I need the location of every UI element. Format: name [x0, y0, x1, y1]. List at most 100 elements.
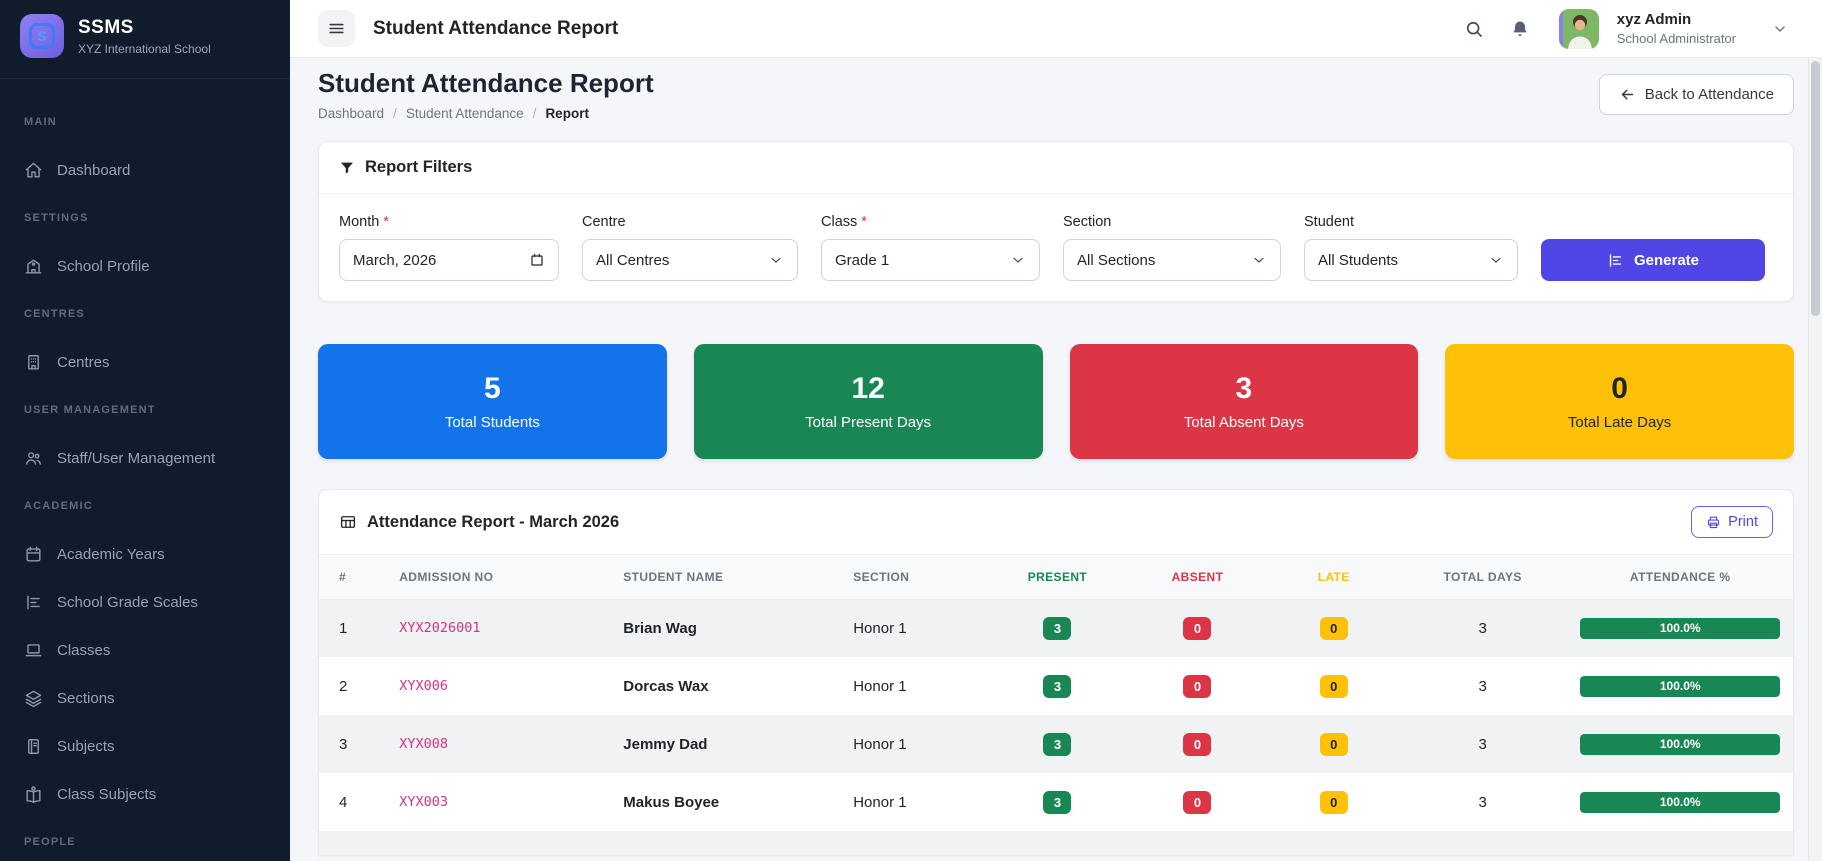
sidebar-item-class-subjects[interactable]: Class Subjects — [0, 770, 290, 818]
stat-value: 12 — [851, 372, 885, 405]
attendance-report-card: Attendance Report - March 2026 Print # A… — [318, 489, 1794, 856]
section-label-people: PEOPLE — [24, 836, 76, 848]
sidebar-item-subjects[interactable]: Subjects — [0, 722, 290, 770]
late-badge: 0 — [1319, 790, 1348, 814]
user-menu[interactable]: xyz Admin School Administrator — [1617, 11, 1736, 47]
open-book-icon — [26, 785, 41, 803]
filters-title: Report Filters — [365, 158, 473, 176]
student-name: Jemmy Dad — [623, 735, 708, 753]
stat-value: 0 — [1611, 372, 1628, 405]
section-field: Section All Sections — [1063, 214, 1281, 281]
col-present: PRESENT — [989, 555, 1126, 600]
row-index: 1 — [339, 619, 348, 637]
stat-total-present-days: 12 Total Present Days — [693, 344, 1043, 459]
filters-card-header: Report Filters — [319, 142, 1793, 194]
class-select[interactable]: Grade 1 — [821, 239, 1040, 281]
chevron-down-icon — [1254, 257, 1264, 263]
breadcrumb-link-dashboard[interactable]: Dashboard — [318, 106, 385, 121]
app-logo-icon: S — [20, 14, 64, 58]
breadcrumb-link-student-attendance[interactable]: Student Attendance — [405, 106, 524, 121]
col-total-days: TOTAL DAYS — [1397, 555, 1568, 600]
sidebar-item-school-profile[interactable]: School Profile — [0, 242, 290, 290]
attendance-bar: 100.0% — [1580, 733, 1781, 755]
book-icon — [28, 738, 39, 754]
row-index: 2 — [339, 677, 348, 695]
sidebar-item-staff-user-management[interactable]: Staff/User Management — [0, 434, 290, 482]
admission-no: XYX003 — [399, 794, 448, 810]
present-badge: 3 — [1043, 616, 1072, 640]
section-select[interactable]: All Sections — [1063, 239, 1281, 281]
search-icon — [1466, 21, 1482, 37]
user-name: xyz Admin — [1616, 10, 1692, 28]
brand[interactable]: S SSMS XYZ International School — [0, 0, 290, 70]
student-select[interactable]: All Students — [1304, 239, 1518, 281]
present-badge: 3 — [1043, 790, 1072, 814]
section-label-settings: SETTINGS — [24, 212, 89, 224]
user-menu-caret[interactable] — [1772, 21, 1788, 37]
stat-label: Total Students — [444, 414, 540, 431]
print-label: Print — [1728, 514, 1758, 530]
search-button[interactable] — [1455, 10, 1493, 48]
month-input[interactable]: March, 2026 — [339, 239, 559, 281]
sidebar-item-academic-years[interactable]: Academic Years — [0, 530, 290, 578]
attendance-bar-fill: 100.0% — [1580, 675, 1781, 697]
stat-label: Total Late Days — [1567, 414, 1672, 431]
arrow-left-icon — [1621, 89, 1633, 100]
back-button-label: Back to Attendance — [1644, 86, 1774, 103]
student-field: Student All Students — [1304, 214, 1518, 281]
sidebar-item-label: Class Subjects — [57, 785, 157, 803]
stat-label: Total Present Days — [805, 414, 932, 431]
col-admission-no: ADMISSION NO — [391, 555, 616, 600]
back-to-attendance-button[interactable]: Back to Attendance — [1598, 74, 1794, 115]
stat-total-late-days: 0 Total Late Days — [1445, 344, 1794, 459]
col-attendance-pct: ATTENDANCE % — [1567, 555, 1793, 600]
total-days: 3 — [1478, 793, 1487, 811]
scrollbar[interactable] — [1808, 58, 1822, 861]
attendance-bar: 100.0% — [1580, 617, 1781, 639]
breadcrumb: Dashboard / Student Attendance / Report — [318, 106, 654, 121]
sidebar-item-classes[interactable]: Classes — [0, 626, 290, 674]
bar-chart-icon — [27, 594, 40, 610]
sidebar-item-label: Dashboard — [57, 161, 131, 179]
total-days: 3 — [1478, 735, 1487, 753]
admission-no: XYX006 — [399, 678, 448, 694]
users-gear-icon — [26, 451, 41, 465]
breadcrumb-current: Report — [545, 106, 589, 121]
month-value: March, 2026 — [353, 251, 437, 269]
notifications-button[interactable] — [1501, 10, 1539, 48]
section-value: Honor 1 — [853, 793, 907, 811]
menu-toggle-button[interactable] — [318, 10, 355, 47]
page-content: Student Attendance Report Dashboard / St… — [290, 58, 1822, 861]
topbar-title: Student Attendance Report — [373, 17, 619, 39]
calendar-icon — [26, 546, 41, 562]
chevron-down-icon — [1775, 25, 1785, 32]
attendance-table: # ADMISSION NO STUDENT NAME SECTION PRES… — [319, 555, 1793, 855]
bell-icon — [1513, 21, 1527, 36]
centre-label: Centre — [582, 214, 626, 230]
absent-badge: 0 — [1183, 790, 1212, 814]
sidebar-item-sections[interactable]: Sections — [0, 674, 290, 722]
avatar-image — [1558, 8, 1599, 49]
generate-label: Generate — [1633, 251, 1700, 269]
col-absent: ABSENT — [1125, 555, 1270, 600]
col-student-name: STUDENT NAME — [615, 555, 846, 600]
chevron-down-icon — [771, 257, 781, 263]
attendance-bar-fill: 100.0% — [1580, 733, 1781, 755]
avatar[interactable] — [1558, 8, 1599, 49]
attendance-bar: 100.0% — [1580, 791, 1781, 813]
row-index: 4 — [339, 793, 348, 811]
sidebar-item-dashboard[interactable]: Dashboard — [0, 146, 290, 194]
section-label-user-management: USER MANAGEMENT — [24, 404, 156, 416]
sidebar-item-school-grade-scales[interactable]: School Grade Scales — [0, 578, 290, 626]
present-badge: 3 — [1043, 732, 1072, 756]
sidebar-item-centres[interactable]: Centres — [0, 338, 290, 386]
centre-field: Centre All Centres — [582, 214, 798, 281]
centre-select[interactable]: All Centres — [582, 239, 798, 281]
stat-total-absent-days: 3 Total Absent Days — [1069, 344, 1419, 459]
attendance-bar-fill: 100.0% — [1580, 617, 1781, 639]
table-icon — [340, 516, 356, 528]
absent-badge: 0 — [1183, 732, 1212, 756]
scrollbar-thumb[interactable] — [1811, 61, 1820, 316]
generate-button[interactable]: Generate — [1541, 239, 1765, 281]
print-button[interactable]: Print — [1691, 506, 1773, 538]
